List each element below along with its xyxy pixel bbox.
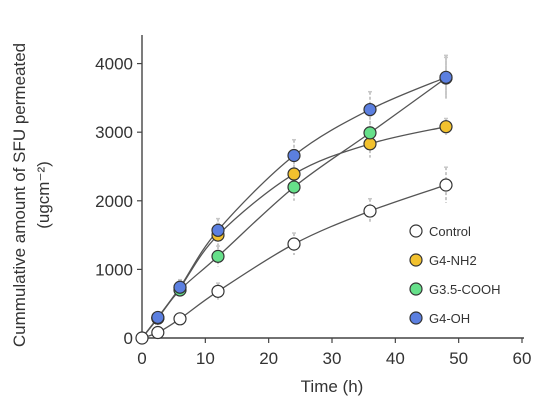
x-tick-label: 20 (259, 349, 278, 368)
y-tick-label: 1000 (95, 260, 133, 279)
data-point-origin (135, 331, 149, 345)
data-point-control (363, 204, 377, 218)
data-point-g4-oh (363, 102, 377, 117)
data-point-g4-nh2 (287, 167, 301, 181)
y-tick-label: 4000 (95, 55, 133, 74)
x-tick-label: 0 (137, 349, 146, 368)
legend-label-control: Control (429, 224, 471, 239)
data-point-control (287, 237, 301, 251)
data-point-control (173, 312, 187, 326)
error-bars (155, 54, 448, 337)
data-points (135, 70, 453, 345)
data-point-control (211, 284, 225, 298)
axes: 0 10 20 30 40 50 60 0 1000 2000 3000 4000 (95, 35, 531, 368)
data-point-g3-5-cooh (363, 126, 377, 140)
data-point-g4-oh (439, 70, 453, 84)
data-point-g3-5-cooh (211, 249, 225, 263)
series-lines (141, 76, 447, 339)
x-tick-label: 40 (386, 349, 405, 368)
legend-marker-g4-oh (409, 311, 423, 325)
data-point-g4-oh (173, 280, 187, 294)
x-tick-label: 30 (323, 349, 342, 368)
legend-label-g4-nh2: G4-NH2 (429, 253, 477, 268)
legend-label-g4-oh: G4-OH (429, 311, 470, 326)
legend-marker-control (409, 224, 423, 238)
data-point-g4-oh (151, 310, 165, 325)
x-tick-label: 50 (449, 349, 468, 368)
data-point-g4-oh (287, 148, 301, 163)
data-point-g4-nh2 (439, 120, 453, 134)
y-tick-label: 0 (124, 329, 133, 348)
axis-titles: Time (h) Cummulative amount of SFU permea… (10, 43, 363, 396)
y-axis-title-unit: (ugcm⁻²) (34, 161, 53, 229)
data-point-control (151, 325, 165, 340)
y-axis-title: Cummulative amount of SFU permeated (10, 43, 29, 347)
data-point-g4-nh2 (363, 137, 377, 151)
x-tick-label: 60 (513, 349, 532, 368)
data-point-g3-5-cooh (287, 180, 301, 194)
x-tick-label: 10 (196, 349, 215, 368)
x-axis-title: Time (h) (301, 377, 364, 396)
legend: Control G4-NH2 G3.5-COOH G4-OH (409, 224, 501, 326)
data-point-control (439, 178, 453, 192)
y-tick-label: 3000 (95, 123, 133, 142)
series-line-control (141, 184, 447, 339)
series-line-g4-oh (141, 76, 447, 339)
legend-label-g3-5-cooh: G3.5-COOH (429, 282, 501, 297)
y-tick-label: 2000 (95, 192, 133, 211)
legend-marker-g3-5-cooh (409, 282, 423, 296)
data-point-g4-oh (211, 223, 225, 237)
legend-marker-g4-nh2 (409, 253, 423, 267)
series-line-g3-5-cooh (141, 77, 447, 339)
